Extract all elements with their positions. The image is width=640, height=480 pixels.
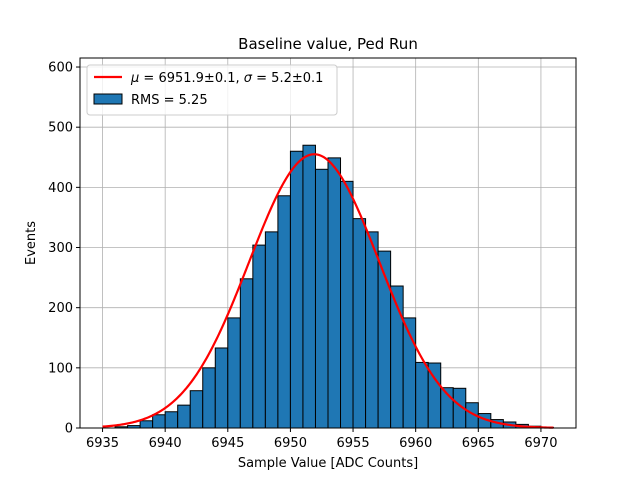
legend-mu-value: = 6951.9±0.1, xyxy=(139,71,243,86)
y-axis-label: Events xyxy=(24,221,39,265)
x-tick-label: 6950 xyxy=(274,436,307,451)
legend: μ = 6951.9±0.1, σ = 5.2±0.1 RMS = 5.25 xyxy=(86,64,338,116)
histogram-bar xyxy=(302,144,316,429)
legend-box xyxy=(86,64,338,116)
chart-title: Baseline value, Ped Run xyxy=(238,35,418,53)
legend-fit-label: μ = 6951.9±0.1, σ = 5.2±0.1 xyxy=(130,71,323,86)
y-tick-label: 300 xyxy=(48,241,73,256)
histogram-bar xyxy=(202,367,216,429)
histogram-bar xyxy=(252,244,266,429)
histogram-bar xyxy=(139,420,154,429)
histogram-bar xyxy=(327,157,342,429)
y-axis-ticks: 0 100 200 300 400 500 600 xyxy=(48,61,80,437)
y-tick-label: 400 xyxy=(48,181,73,196)
x-tick-label: 6940 xyxy=(149,436,182,451)
legend-rms-patch-swatch xyxy=(93,93,123,105)
histogram-bar xyxy=(214,347,229,429)
x-tick-label: 6935 xyxy=(86,436,119,451)
gaussian-fit-curve xyxy=(102,153,554,429)
histogram-bar xyxy=(189,390,204,429)
histogram-bar xyxy=(177,404,191,429)
x-tick-label: 6965 xyxy=(462,436,495,451)
y-tick-label: 100 xyxy=(48,361,73,376)
histogram-bar xyxy=(277,195,291,429)
y-tick-label: 0 xyxy=(65,422,73,437)
histogram-bar xyxy=(227,317,241,429)
histogram-bar xyxy=(314,168,329,429)
histogram-bar xyxy=(239,278,254,429)
histogram-bar xyxy=(365,231,379,429)
plot-frame xyxy=(79,57,577,429)
x-tick-label: 6960 xyxy=(399,436,432,451)
histogram-bar xyxy=(152,414,166,429)
x-tick-label: 6970 xyxy=(524,436,557,451)
legend-rms-label: RMS = 5.25 xyxy=(131,93,208,108)
legend-mu-symbol: μ xyxy=(130,71,139,86)
y-tick-label: 200 xyxy=(48,301,73,316)
histogram-bar xyxy=(289,150,304,429)
x-axis-label: Sample Value [ADC Counts] xyxy=(238,456,418,471)
x-axis-ticks: 6935 6940 6945 6950 6955 6960 6965 6970 xyxy=(86,428,557,451)
histogram-bars xyxy=(114,144,554,429)
histogram-bar xyxy=(352,218,367,429)
y-tick-label: 500 xyxy=(48,121,73,136)
x-tick-label: 6955 xyxy=(337,436,370,451)
x-tick-label: 6945 xyxy=(211,436,244,451)
histogram-bar xyxy=(164,411,179,429)
legend-sigma-value: = 5.2±0.1 xyxy=(252,71,323,86)
histogram-bar xyxy=(264,231,279,429)
legend-sigma-symbol: σ xyxy=(244,71,253,86)
histogram-bar xyxy=(340,180,354,429)
y-tick-label: 600 xyxy=(48,61,73,76)
histogram-bar xyxy=(415,361,429,429)
